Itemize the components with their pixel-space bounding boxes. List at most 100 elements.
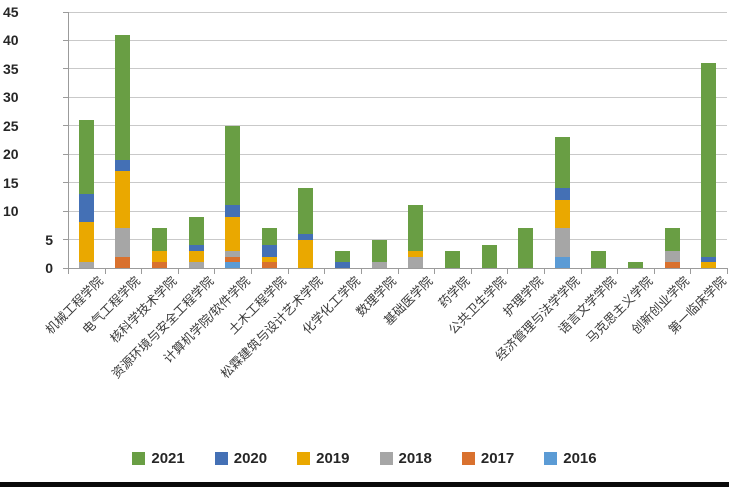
bar-segment-2020 bbox=[225, 205, 241, 217]
y-axis-label: 35 bbox=[3, 60, 19, 77]
bar-segment-2018 bbox=[554, 228, 570, 257]
bar-segment-2021 bbox=[554, 137, 570, 189]
bar-segment-2017 bbox=[152, 262, 168, 268]
legend-swatch-2016 bbox=[544, 452, 558, 465]
x-axis-tick bbox=[580, 268, 582, 274]
y-axis-label: 40 bbox=[3, 32, 19, 49]
legend-item-2019: 2019 bbox=[297, 450, 350, 467]
bar-segment-2021 bbox=[371, 239, 387, 263]
y-axis-tick bbox=[63, 125, 68, 127]
x-axis-tick bbox=[397, 268, 399, 274]
x-axis-tick bbox=[617, 268, 619, 274]
bar-segment-2020 bbox=[335, 262, 351, 268]
x-axis-tick bbox=[543, 268, 545, 274]
bar-segment-2020 bbox=[701, 256, 717, 263]
bar-segment-2021 bbox=[225, 125, 241, 206]
legend-label-2017: 2017 bbox=[480, 450, 515, 467]
bar-segment-2021 bbox=[627, 262, 643, 268]
bar-segment-2021 bbox=[664, 228, 680, 251]
bar-segment-2018 bbox=[664, 250, 680, 263]
legend-item-2021: 2021 bbox=[132, 450, 185, 467]
bar-segment-2020 bbox=[298, 233, 314, 240]
x-axis-tick bbox=[251, 268, 253, 274]
legend-label-2021: 2021 bbox=[151, 450, 185, 467]
x-axis-tick bbox=[214, 268, 216, 274]
page-divider-line bbox=[0, 482, 729, 487]
legend-swatch-2019 bbox=[297, 452, 311, 465]
gridline-45 bbox=[68, 11, 727, 13]
gridline-40 bbox=[68, 39, 727, 41]
bar-segment-2019 bbox=[152, 250, 168, 263]
legend-item-2020: 2020 bbox=[214, 450, 268, 467]
bar-segment-2019 bbox=[408, 250, 424, 257]
legend-swatch-2021 bbox=[132, 452, 146, 465]
y-axis-label: 20 bbox=[3, 146, 19, 163]
legend-label-2018: 2018 bbox=[398, 450, 432, 467]
bar-segment-2020 bbox=[188, 245, 204, 251]
bar-segment-2021 bbox=[188, 216, 204, 246]
bar-segment-2018 bbox=[78, 262, 94, 268]
legend-item-2017: 2017 bbox=[461, 450, 515, 467]
y-axis-label: 5 bbox=[45, 231, 53, 248]
bar-segment-2021 bbox=[518, 228, 534, 268]
legend-swatch-2020 bbox=[214, 452, 228, 465]
y-axis-label: 25 bbox=[3, 117, 19, 134]
legend-label-2019: 2019 bbox=[316, 450, 350, 467]
x-axis-tick bbox=[653, 268, 655, 274]
x-axis-tick bbox=[177, 268, 179, 274]
y-axis-tick bbox=[63, 210, 68, 212]
bar-segment-2021 bbox=[152, 228, 168, 251]
x-axis-tick bbox=[360, 268, 362, 274]
bar-segment-2018 bbox=[408, 256, 424, 268]
y-axis-tick bbox=[63, 182, 68, 184]
y-axis-tick bbox=[63, 267, 68, 269]
x-axis-tick bbox=[141, 268, 143, 274]
x-axis-tick bbox=[434, 268, 436, 274]
bar-segment-2017 bbox=[225, 256, 241, 263]
y-axis-label: 0 bbox=[45, 260, 53, 276]
y-axis-tick bbox=[63, 96, 68, 98]
y-axis-label: 15 bbox=[3, 174, 19, 191]
legend-swatch-2017 bbox=[461, 452, 475, 465]
x-axis-tick bbox=[287, 268, 289, 274]
bar-segment-2019 bbox=[225, 216, 241, 251]
bar-segment-2019 bbox=[261, 256, 277, 263]
bar-segment-2018 bbox=[225, 250, 241, 257]
bar-segment-2021 bbox=[408, 205, 424, 251]
bar-segment-2017 bbox=[115, 256, 131, 268]
gridline-5 bbox=[68, 239, 727, 241]
y-axis-label: 45 bbox=[3, 4, 19, 20]
bar-segment-2020 bbox=[261, 245, 277, 257]
legend-label-2016: 2016 bbox=[563, 450, 597, 467]
bar-segment-2020 bbox=[78, 194, 94, 223]
x-axis-tick bbox=[507, 268, 509, 274]
bar-segment-2021 bbox=[261, 228, 277, 246]
bar-segment-2018 bbox=[371, 262, 387, 268]
bar-segment-2019 bbox=[115, 171, 131, 229]
y-axis-line bbox=[68, 12, 69, 274]
bar-segment-2021 bbox=[481, 245, 497, 268]
y-axis-tick bbox=[63, 39, 68, 41]
bar-segment-2016 bbox=[554, 256, 570, 268]
bar-segment-2019 bbox=[188, 250, 204, 263]
y-axis-tick bbox=[63, 68, 68, 70]
gridline-20 bbox=[68, 153, 727, 155]
bar-segment-2017 bbox=[664, 262, 680, 268]
bar-segment-2021 bbox=[298, 188, 314, 234]
legend-label-2020: 2020 bbox=[233, 450, 268, 467]
x-axis-tick bbox=[690, 268, 692, 274]
bar-segment-2017 bbox=[261, 262, 277, 268]
x-axis-tick bbox=[324, 268, 326, 274]
y-axis-tick bbox=[63, 11, 68, 13]
bar-segment-2016 bbox=[225, 262, 241, 268]
bar-segment-2019 bbox=[701, 262, 717, 268]
gridline-30 bbox=[68, 96, 727, 98]
y-axis-label: 10 bbox=[3, 203, 19, 220]
bar-segment-2018 bbox=[115, 228, 131, 257]
legend-swatch-2018 bbox=[379, 452, 393, 465]
x-axis-tick bbox=[727, 268, 728, 274]
x-axis-tick bbox=[470, 268, 472, 274]
x-axis-tick bbox=[68, 268, 69, 274]
bar-segment-2021 bbox=[591, 250, 607, 268]
